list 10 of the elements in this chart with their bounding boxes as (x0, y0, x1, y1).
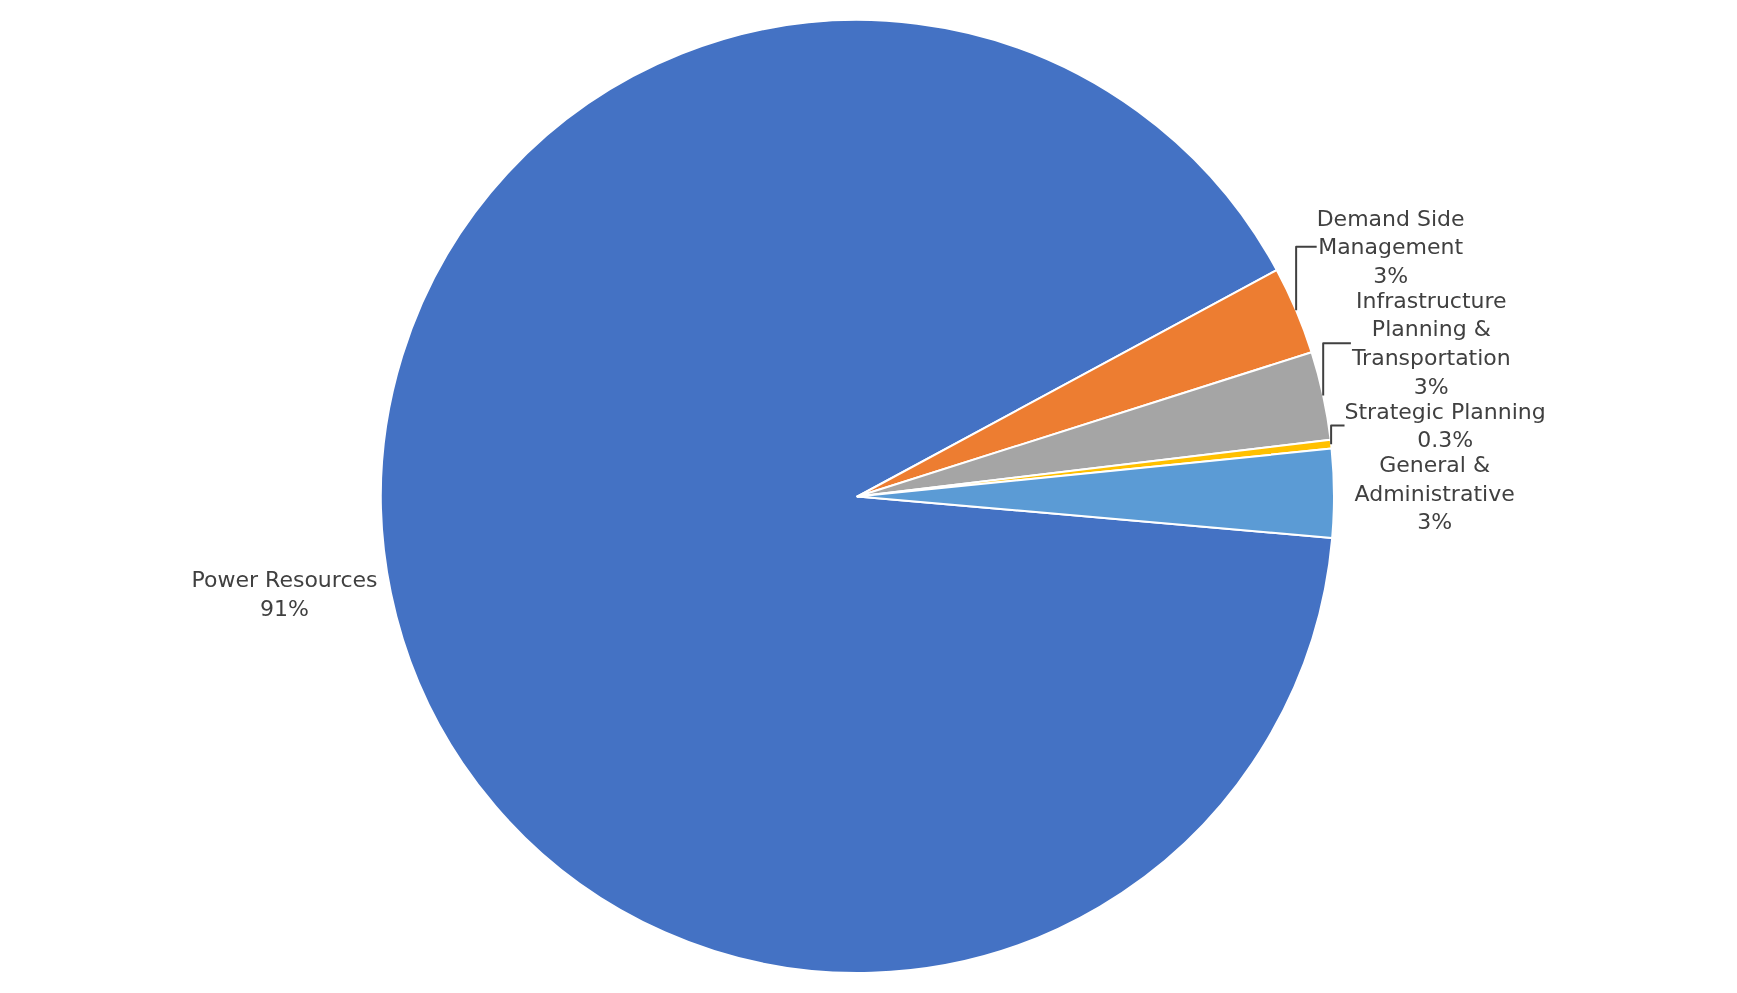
slice-label: Power Resources (191, 567, 378, 593)
data-label: 3% (1417, 509, 1453, 535)
slice-label: Strategic Planning (1344, 398, 1546, 424)
slice-label: Infrastructure Planning & Transportation (1350, 287, 1511, 371)
data-label: 3% (1373, 262, 1409, 288)
slice-label: General & Administrative (1354, 452, 1515, 506)
data-label: 0.3% (1417, 427, 1474, 453)
data-label: 91% (260, 595, 309, 621)
data-label: 3% (1413, 373, 1449, 399)
slice-label: Demand Side Management (1316, 205, 1465, 260)
